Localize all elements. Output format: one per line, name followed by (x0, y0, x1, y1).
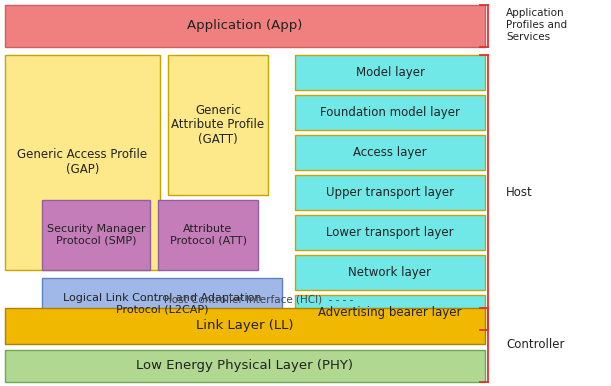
Text: Host: Host (506, 186, 533, 198)
Text: Network layer: Network layer (348, 266, 431, 279)
Bar (168, 55, 268, 195)
Bar (42, 200, 150, 270)
Text: Generic Access Profile
(GAP): Generic Access Profile (GAP) (18, 149, 148, 176)
Bar (5, 55, 160, 270)
Bar (295, 255, 485, 290)
Text: Upper transport layer: Upper transport layer (326, 186, 454, 199)
Bar (295, 135, 485, 170)
Bar (5, 308, 485, 344)
Text: Controller: Controller (506, 339, 565, 352)
Text: Advertising bearer layer: Advertising bearer layer (318, 306, 462, 319)
Text: Attribute
Protocol (ATT): Attribute Protocol (ATT) (169, 224, 246, 246)
Text: - - - - Host Controller Interface (HCI)  - - - -: - - - - Host Controller Interface (HCI) … (136, 294, 354, 304)
Text: Generic
Attribute Profile
(GATT): Generic Attribute Profile (GATT) (172, 103, 265, 147)
Text: Foundation model layer: Foundation model layer (320, 106, 460, 119)
Text: Link Layer (LL): Link Layer (LL) (196, 320, 294, 332)
Text: Lower transport layer: Lower transport layer (326, 226, 454, 239)
Text: Application (App): Application (App) (188, 20, 302, 32)
Bar (42, 278, 282, 330)
Text: Security Manager
Protocol (SMP): Security Manager Protocol (SMP) (46, 224, 145, 246)
Bar (295, 95, 485, 130)
Text: Low Energy Physical Layer (PHY): Low Energy Physical Layer (PHY) (136, 359, 354, 372)
Bar (295, 55, 485, 90)
Bar (5, 5, 485, 47)
Text: Logical Link Control and Adaptation
Protocol (L2CAP): Logical Link Control and Adaptation Prot… (63, 293, 262, 315)
Text: Model layer: Model layer (356, 66, 425, 79)
Text: Access layer: Access layer (353, 146, 427, 159)
Text: Application
Profiles and
Services: Application Profiles and Services (506, 8, 567, 42)
Bar (158, 200, 258, 270)
Bar (295, 295, 485, 330)
Bar (5, 350, 485, 382)
Bar (295, 215, 485, 250)
Bar (295, 175, 485, 210)
